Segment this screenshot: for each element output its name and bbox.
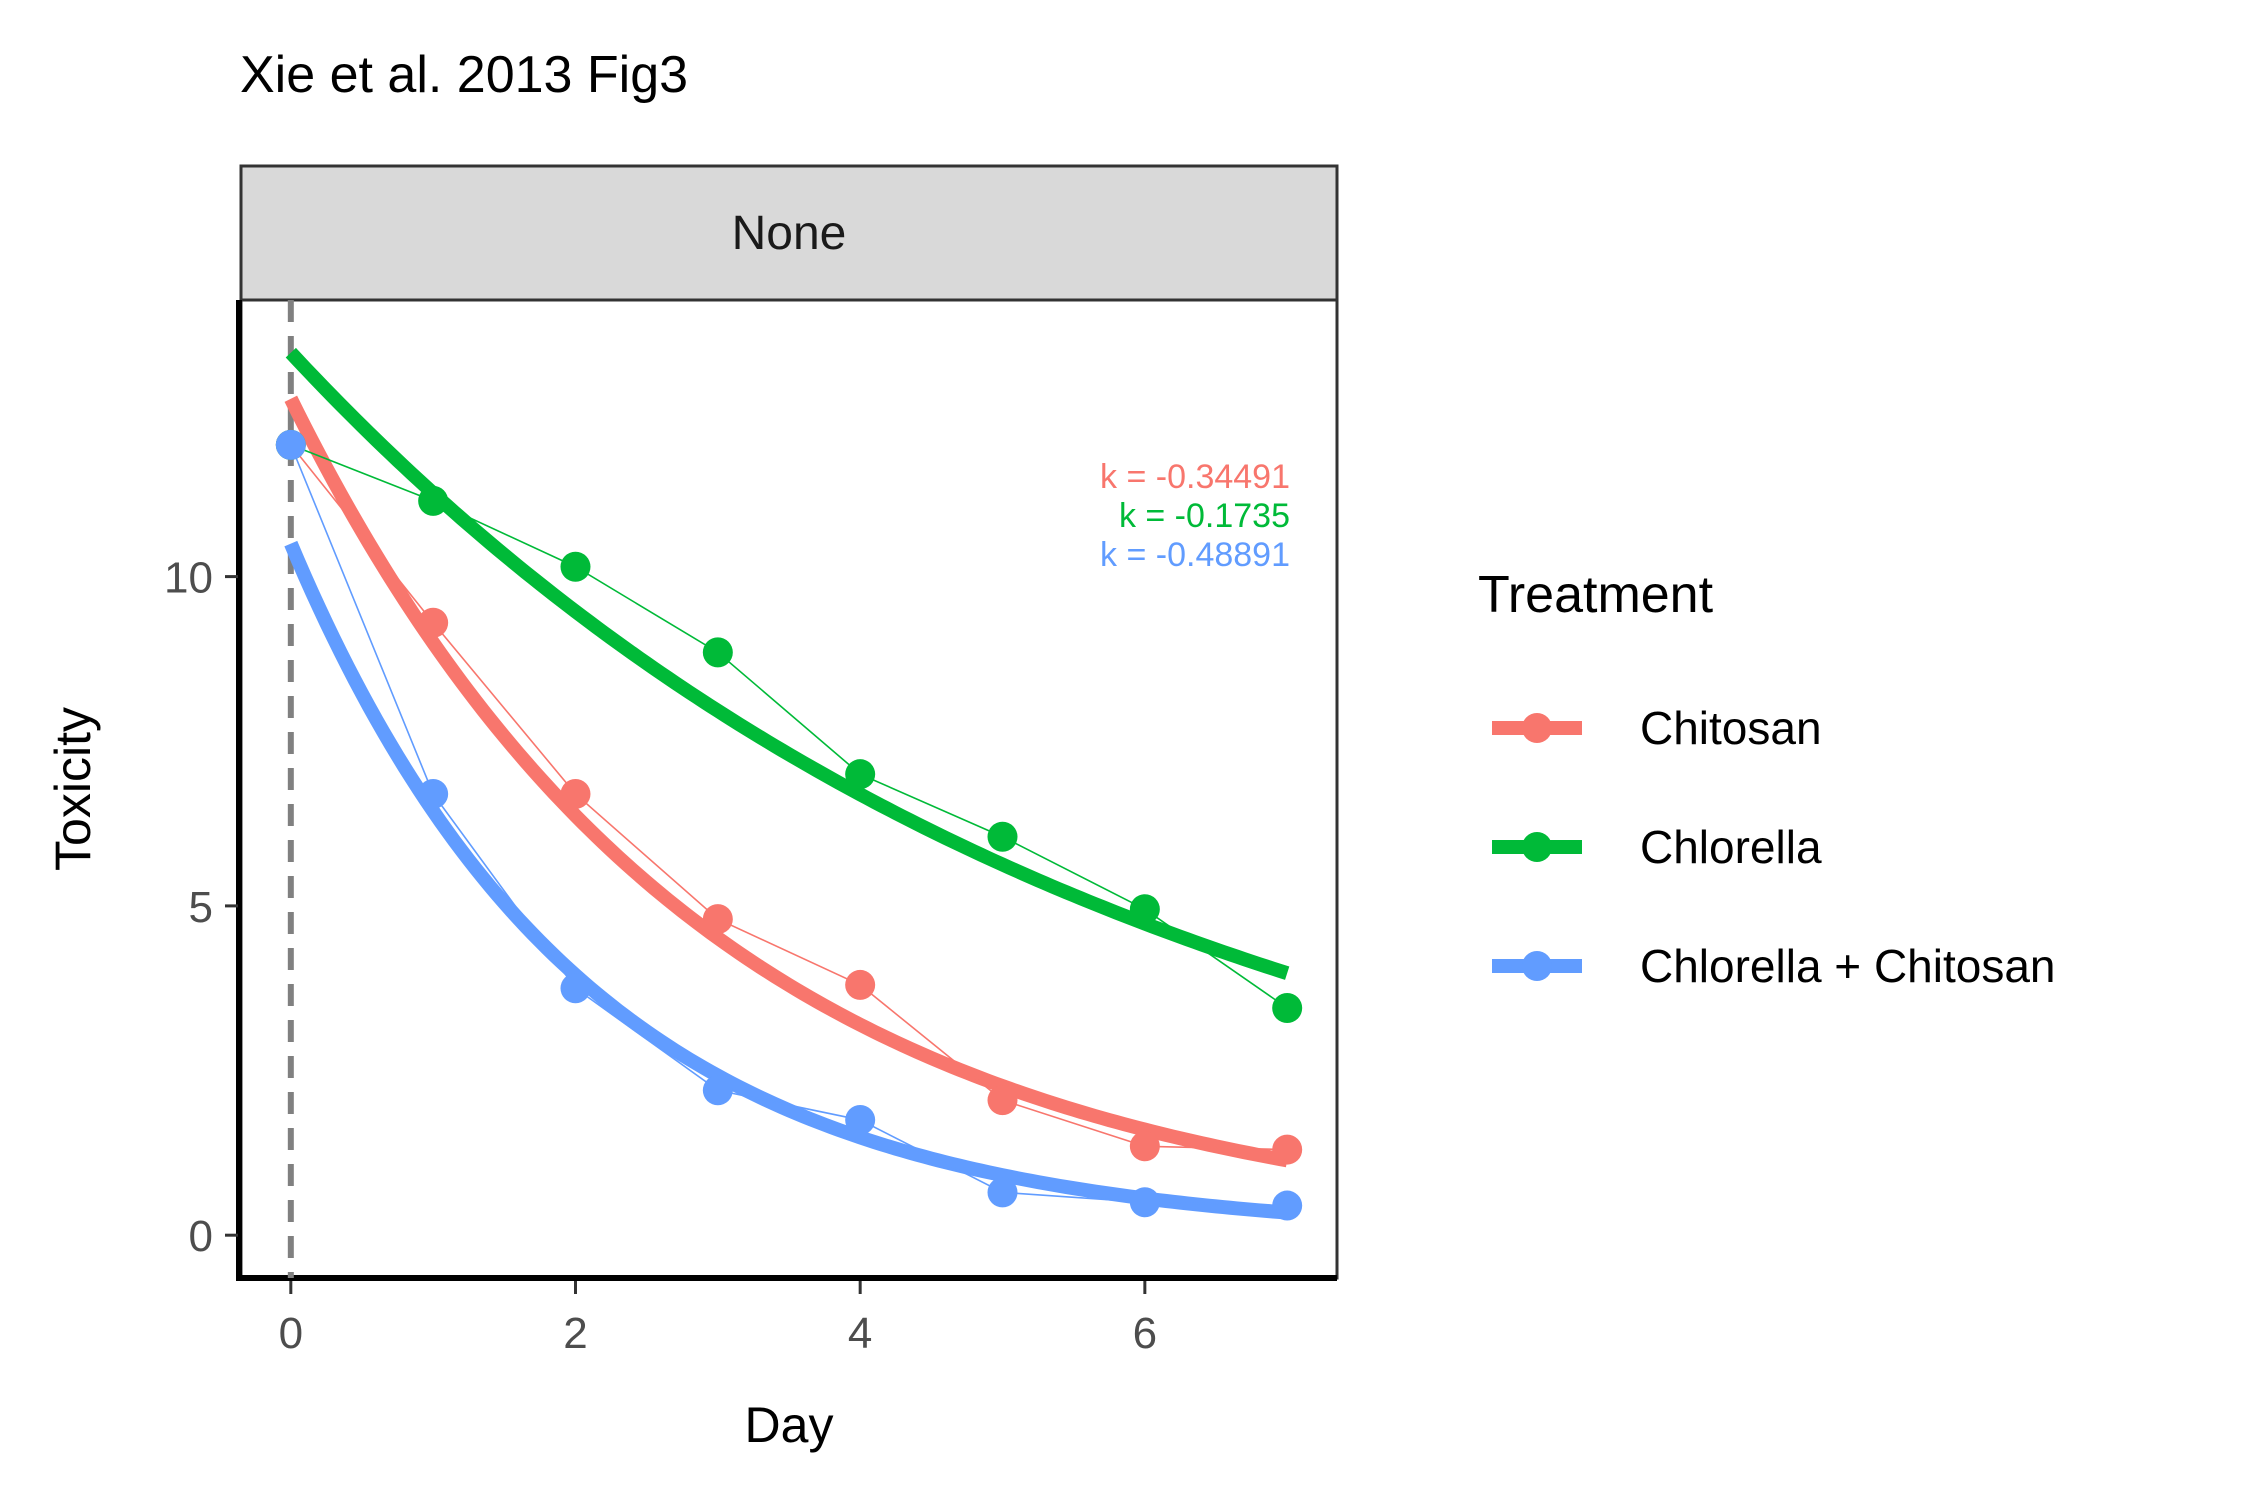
data-point-series-2-day-6 <box>1129 1187 1160 1218</box>
data-point-series-2-day-1 <box>418 778 449 809</box>
x-tick-label-6: 6 <box>1133 1309 1157 1358</box>
y-tick-label-0: 0 <box>189 1212 213 1261</box>
x-tick-label-0: 0 <box>279 1309 303 1358</box>
legend: Treatment Chitosan Chlorella Chlorella + C… <box>1478 566 2056 992</box>
fit-annotation-series-0: k = -0.34491 <box>1100 458 1290 496</box>
data-point-series-1-day-7 <box>1272 992 1303 1023</box>
x-tick-label-4: 4 <box>848 1309 872 1358</box>
y-tick-label-5: 5 <box>189 883 213 932</box>
x-tick-label-2: 2 <box>563 1309 587 1358</box>
data-line-series-2 <box>290 444 1288 1207</box>
data-point-series-0-day-2 <box>560 778 591 809</box>
data-point-series-1-day-2 <box>560 551 591 582</box>
data-point-series-1-day-6 <box>1129 894 1160 925</box>
data-point-series-0-day-3 <box>702 904 733 935</box>
legend-key-point-series-1 <box>1522 832 1552 862</box>
legend-label-series-0: Chitosan <box>1640 702 1822 754</box>
y-axis-title: Toxicity <box>45 707 101 871</box>
legend-label-series-2: Chlorella + Chitosan <box>1640 940 2056 992</box>
facet-label: None <box>732 207 847 260</box>
data-line-series-0 <box>290 444 1288 1151</box>
data-point-series-0-day-1 <box>418 607 449 638</box>
legend-title: Treatment <box>1478 566 1714 624</box>
data-point-series-0-day-4 <box>845 969 876 1000</box>
data-point-series-2-day-5 <box>987 1177 1018 1208</box>
data-point-series-0-day-5 <box>987 1085 1018 1116</box>
fit-annotation-series-2: k = -0.48891 <box>1100 536 1290 574</box>
data-point-series-2-day-3 <box>702 1075 733 1106</box>
fit-curve-series-0 <box>284 395 1289 1168</box>
fit-curve-series-2 <box>284 540 1288 1220</box>
data-line-series-1 <box>290 444 1288 1009</box>
axis-layer: 0 2 4 6 0 5 10 <box>164 554 1157 1358</box>
chart-title: Xie et al. 2013 Fig3 <box>240 46 688 104</box>
fit-annotation-series-1: k = -0.1735 <box>1119 497 1290 535</box>
data-point-series-0-day-6 <box>1129 1131 1160 1162</box>
legend-key-point-series-2 <box>1522 951 1552 981</box>
y-tick-label-10: 10 <box>164 554 213 603</box>
legend-key-point-series-0 <box>1522 713 1552 743</box>
data-point-series-1-day-4 <box>845 759 876 790</box>
data-point-series-2-day-7 <box>1272 1190 1303 1221</box>
data-point-series-1-day-1 <box>418 485 449 516</box>
data-point-series-2-day-2 <box>560 973 591 1004</box>
data-point-series-0-day-7 <box>1272 1134 1303 1165</box>
facet-strip <box>239 164 1339 302</box>
data-point-series-2-day-4 <box>845 1104 876 1135</box>
fit-curve-series-1 <box>285 347 1290 980</box>
data-point-series-1-day-5 <box>987 821 1018 852</box>
x-axis-title: Day <box>745 1397 834 1453</box>
legend-label-series-1: Chlorella <box>1640 821 1822 873</box>
data-point-series-2-day-0 <box>275 429 306 460</box>
data-point-series-1-day-3 <box>702 637 733 668</box>
